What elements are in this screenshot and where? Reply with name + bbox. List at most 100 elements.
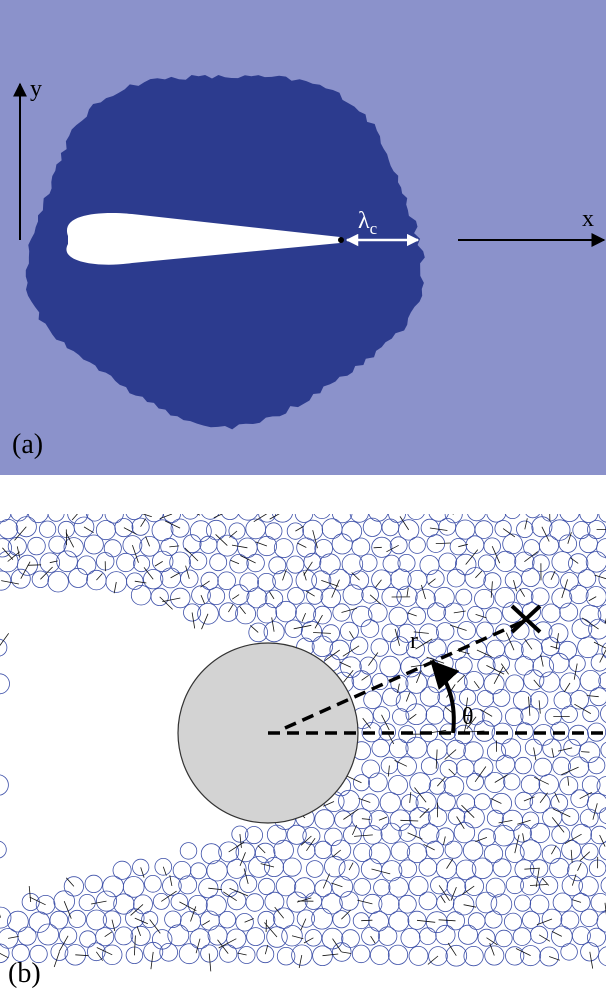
- grain: [312, 945, 333, 966]
- grain: [275, 875, 297, 897]
- grain: [311, 907, 333, 930]
- grain: [572, 926, 591, 945]
- grain: [446, 739, 466, 760]
- grain: [523, 669, 545, 691]
- grain: [266, 926, 288, 948]
- grain: [529, 822, 551, 844]
- grain: [463, 671, 485, 692]
- grain: [596, 911, 606, 933]
- grain: [172, 860, 192, 880]
- contact-force: [493, 666, 504, 684]
- grain: [306, 587, 324, 605]
- grain: [601, 642, 606, 659]
- contact-force: [229, 887, 249, 897]
- contact-force: [130, 904, 144, 916]
- grain: [101, 944, 123, 966]
- contact-force: [291, 935, 304, 940]
- contact-force: [293, 624, 312, 630]
- grain: [130, 585, 152, 606]
- contact-force: [438, 919, 456, 922]
- contact-force: [596, 528, 606, 530]
- grain: [390, 674, 409, 693]
- contact-force: [40, 566, 53, 580]
- contact-force: [409, 792, 412, 803]
- grain: [169, 551, 191, 574]
- contact-force: [228, 604, 234, 613]
- grain: [532, 724, 555, 746]
- grain: [512, 927, 532, 946]
- grain: [513, 823, 532, 843]
- grain: [320, 587, 342, 609]
- contact-force: [571, 874, 577, 886]
- contact-force: [140, 867, 145, 878]
- grain: [349, 636, 369, 656]
- grain: [198, 878, 219, 899]
- contact-force: [53, 951, 60, 968]
- grain: [116, 552, 136, 573]
- contact-force: [514, 834, 520, 854]
- contact-force: [321, 580, 339, 587]
- contact-force: [362, 717, 371, 729]
- grain: [552, 892, 573, 913]
- contact-force: [264, 922, 278, 938]
- grain: [239, 874, 258, 893]
- grain: [284, 619, 303, 639]
- grain: [567, 860, 588, 882]
- grain: [0, 538, 12, 558]
- grain: [577, 569, 597, 588]
- grain: [245, 893, 265, 912]
- contact-force: [231, 544, 248, 549]
- contact-force: [200, 580, 210, 588]
- grain: [167, 924, 190, 947]
- grain: [483, 843, 504, 864]
- contact-force: [341, 951, 352, 954]
- grain: [313, 605, 332, 625]
- contact-force: [134, 917, 148, 925]
- grain: [419, 686, 440, 707]
- grain: [10, 514, 28, 522]
- contact-force: [260, 863, 275, 868]
- grain: [387, 944, 409, 965]
- contact-force: [604, 617, 606, 625]
- grain: [63, 537, 84, 558]
- grain: [379, 655, 401, 678]
- contact-force: [7, 551, 20, 562]
- grain: [514, 791, 534, 811]
- contact-force: [113, 581, 117, 594]
- grain: [380, 756, 399, 775]
- contact-force: [332, 938, 342, 953]
- contact-force: [201, 613, 209, 630]
- grain: [296, 909, 315, 928]
- grain: [207, 925, 228, 946]
- contact-force: [343, 670, 354, 683]
- grain: [542, 738, 562, 758]
- crack: [66, 213, 340, 265]
- grain: [189, 928, 211, 950]
- contact-force: [457, 674, 465, 683]
- grain: [79, 930, 97, 948]
- grain: [273, 839, 294, 861]
- grain: [114, 518, 134, 538]
- grain: [598, 946, 606, 967]
- grain: [446, 568, 466, 588]
- grain: [297, 841, 316, 860]
- grain: [237, 946, 256, 964]
- contact-force: [195, 938, 201, 954]
- lambda-subscript: c: [370, 219, 378, 238]
- grain: [205, 519, 227, 541]
- grain: [405, 736, 428, 759]
- contact-force: [2, 547, 14, 560]
- grain: [235, 603, 257, 625]
- grain: [361, 926, 381, 946]
- contact-force: [599, 834, 606, 847]
- contact-force: [368, 652, 379, 666]
- grain: [580, 942, 600, 962]
- grain: [551, 551, 573, 573]
- grain: [180, 569, 199, 589]
- contact-force: [551, 748, 555, 758]
- grain: [114, 926, 134, 946]
- contact-force: [20, 561, 31, 579]
- contact-force: [456, 816, 465, 830]
- grain: [464, 876, 485, 896]
- contact-force: [104, 931, 113, 938]
